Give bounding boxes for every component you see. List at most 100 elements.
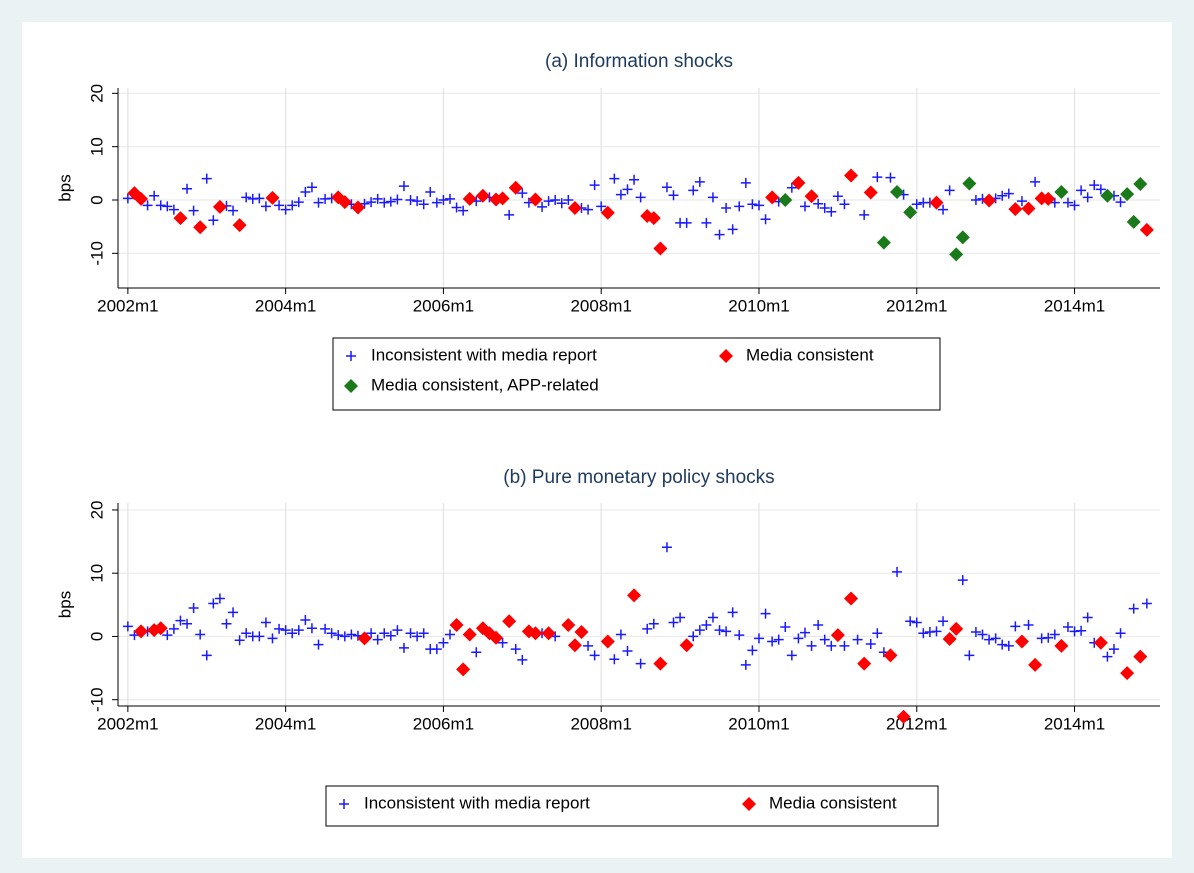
point <box>990 633 1001 644</box>
point <box>1054 185 1069 199</box>
point <box>1120 666 1135 681</box>
y-tick-label: -10 <box>87 241 106 266</box>
point <box>412 196 423 207</box>
point <box>707 612 718 623</box>
point <box>543 196 554 207</box>
point <box>734 630 745 641</box>
point <box>418 628 429 639</box>
point <box>346 629 357 640</box>
point <box>609 173 620 184</box>
point <box>274 623 285 634</box>
point <box>385 630 396 641</box>
point <box>938 616 949 627</box>
point <box>793 633 804 644</box>
point <box>747 199 758 210</box>
point <box>872 628 883 639</box>
point <box>830 628 845 643</box>
point <box>1062 621 1073 632</box>
point <box>596 201 607 212</box>
point <box>425 187 436 197</box>
x-tick-label: 2006m1 <box>413 296 474 315</box>
point <box>813 620 824 631</box>
point <box>287 628 298 639</box>
point <box>982 193 997 208</box>
point <box>622 645 633 656</box>
point <box>1049 629 1060 640</box>
point <box>168 623 179 634</box>
point <box>162 630 173 641</box>
point <box>300 187 311 197</box>
point <box>418 199 429 210</box>
point <box>541 626 556 641</box>
point <box>804 189 819 204</box>
legend-marker <box>346 351 356 361</box>
x-tick-label: 2010m1 <box>728 296 789 315</box>
point <box>462 627 477 642</box>
point <box>753 200 764 211</box>
point <box>839 199 850 210</box>
point <box>1003 640 1014 651</box>
point <box>173 211 188 226</box>
point <box>1062 197 1073 208</box>
point <box>760 214 771 225</box>
point <box>1102 651 1113 662</box>
point <box>780 621 791 632</box>
point <box>931 626 942 637</box>
point <box>885 172 896 183</box>
point <box>970 195 981 205</box>
point <box>615 189 626 200</box>
point <box>635 192 646 203</box>
point <box>339 631 350 642</box>
point <box>600 205 615 220</box>
point <box>438 195 449 205</box>
point <box>458 205 469 216</box>
point <box>668 190 679 201</box>
point <box>293 197 304 208</box>
y-axis-label: bps <box>55 174 74 201</box>
y-tick-label: 20 <box>87 84 106 103</box>
point <box>949 621 964 636</box>
x-tick-label: 2014m1 <box>1044 296 1105 315</box>
point <box>714 229 725 240</box>
point <box>372 634 383 645</box>
point <box>153 621 168 636</box>
point <box>1016 196 1027 207</box>
point <box>1014 634 1029 649</box>
point <box>675 612 686 623</box>
point <box>392 625 403 636</box>
point <box>1108 644 1119 655</box>
point <box>942 631 957 646</box>
point <box>497 637 508 648</box>
point <box>826 206 837 217</box>
point <box>615 629 626 640</box>
point <box>799 201 810 212</box>
point <box>372 193 383 204</box>
point <box>208 598 219 609</box>
point <box>201 173 212 184</box>
point <box>254 631 265 642</box>
point <box>1133 649 1148 664</box>
point <box>444 629 455 640</box>
point <box>892 566 903 577</box>
point <box>839 640 850 651</box>
point <box>929 195 944 210</box>
point <box>694 625 705 636</box>
point <box>857 656 872 671</box>
point <box>385 196 396 207</box>
point <box>984 634 995 645</box>
point <box>449 618 464 633</box>
point <box>1076 625 1087 636</box>
point <box>201 650 212 661</box>
point <box>681 217 692 228</box>
point <box>379 628 390 639</box>
legend-label: Media consistent, APP-related <box>371 375 599 394</box>
x-tick-label: 2012m1 <box>886 714 947 733</box>
point <box>1093 635 1108 650</box>
point <box>129 630 140 641</box>
point <box>648 618 659 629</box>
point <box>366 628 377 639</box>
point <box>212 199 227 214</box>
point <box>563 195 574 205</box>
point <box>517 188 528 199</box>
point <box>1141 598 1152 609</box>
